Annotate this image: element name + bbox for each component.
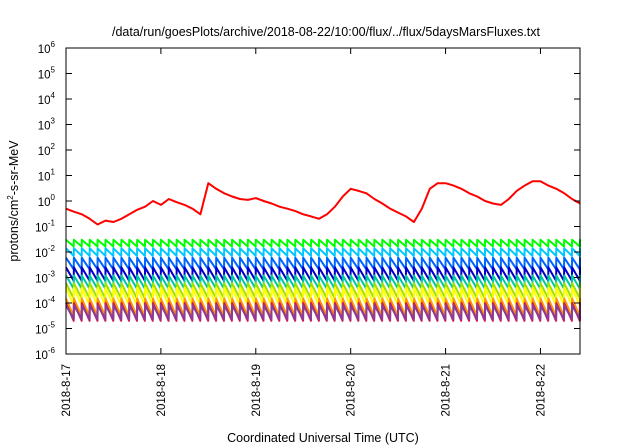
- y-tick-label: 104: [38, 91, 56, 107]
- y-tick-label: 10-4: [35, 295, 55, 311]
- x-tick-label: 2018-8-21: [441, 364, 453, 416]
- x-axis-ticks: 2018-8-17 2018-8-18 2018-8-19 2018-8-20 2018…: [61, 48, 547, 416]
- chart-title: /data/run/goesPlots/archive/2018-08-22/1…: [112, 25, 541, 39]
- series-layer: [65, 180, 581, 322]
- y-tick-label: 10-1: [35, 219, 55, 235]
- y-axis-label: protons/cm2-s-sr-MeV: [6, 140, 21, 262]
- y-tick-label: 106: [38, 40, 56, 56]
- y-axis-ticks: 10-6 10-5 10-4 10-3 10-2 10-1 100 101 102 103 104 1…: [35, 40, 580, 362]
- y-tick-label: 101: [38, 168, 56, 184]
- x-tick-label: 2018-8-17: [61, 364, 73, 416]
- y-tick-label: 10-2: [35, 244, 55, 260]
- series-line-2: [65, 247, 581, 257]
- y-tick-label: 105: [38, 66, 56, 82]
- y-tick-label: 100: [38, 193, 56, 209]
- x-tick-label: 2018-8-18: [156, 364, 168, 416]
- series-line-3: [65, 256, 581, 271]
- x-tick-label: 2018-8-22: [535, 364, 547, 416]
- y-tick-label: 103: [38, 117, 56, 133]
- series-line-0: [65, 180, 581, 226]
- y-tick-label: 102: [38, 142, 56, 158]
- x-axis-label: Coordinated Universal Time (UTC): [227, 431, 419, 445]
- y-tick-label: 10-6: [35, 346, 55, 362]
- y-tick-label: 10-5: [35, 321, 55, 337]
- series-line-1: [65, 238, 581, 248]
- x-tick-label: 2018-8-20: [346, 364, 358, 416]
- y-tick-label: 10-3: [35, 270, 55, 286]
- series-line-10: [65, 304, 581, 320]
- x-tick-label: 2018-8-19: [251, 364, 263, 416]
